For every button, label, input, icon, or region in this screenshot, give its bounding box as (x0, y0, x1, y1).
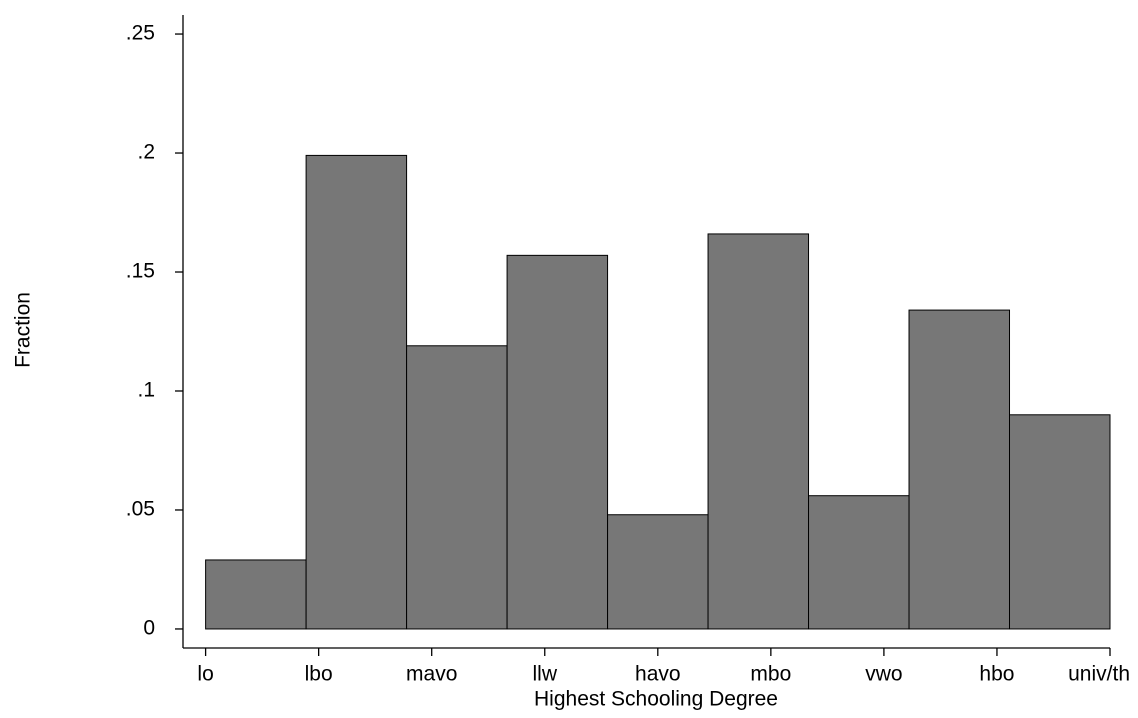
x-tick-label: vwo (865, 663, 902, 686)
y-tick-label: .15 (126, 260, 155, 283)
x-tick-label: hbo (979, 663, 1014, 686)
x-tick-label: lbo (305, 663, 333, 686)
x-tick-label: univ/th (1068, 663, 1130, 686)
bar (1009, 414, 1111, 630)
bar (406, 345, 508, 630)
y-tick-label: 0 (143, 617, 155, 640)
x-tick-label: lo (197, 663, 213, 686)
y-tick-label: .05 (126, 498, 155, 521)
bar (808, 495, 910, 630)
bar (305, 154, 408, 630)
bar (506, 254, 609, 630)
x-axis-title: Highest Schooling Degree (534, 688, 778, 711)
y-axis-title: Fraction (12, 292, 35, 368)
y-tick-label: .25 (126, 22, 155, 45)
bar (908, 309, 1011, 630)
y-tick-label: .1 (137, 379, 155, 402)
bar (707, 233, 810, 630)
bar (607, 514, 709, 630)
x-tick-label: mavo (406, 663, 457, 686)
x-tick-label: mbo (750, 663, 791, 686)
x-tick-label: havo (635, 663, 681, 686)
bar (205, 559, 307, 630)
x-tick-label: llw (533, 663, 558, 686)
y-tick-label: .2 (137, 141, 155, 164)
